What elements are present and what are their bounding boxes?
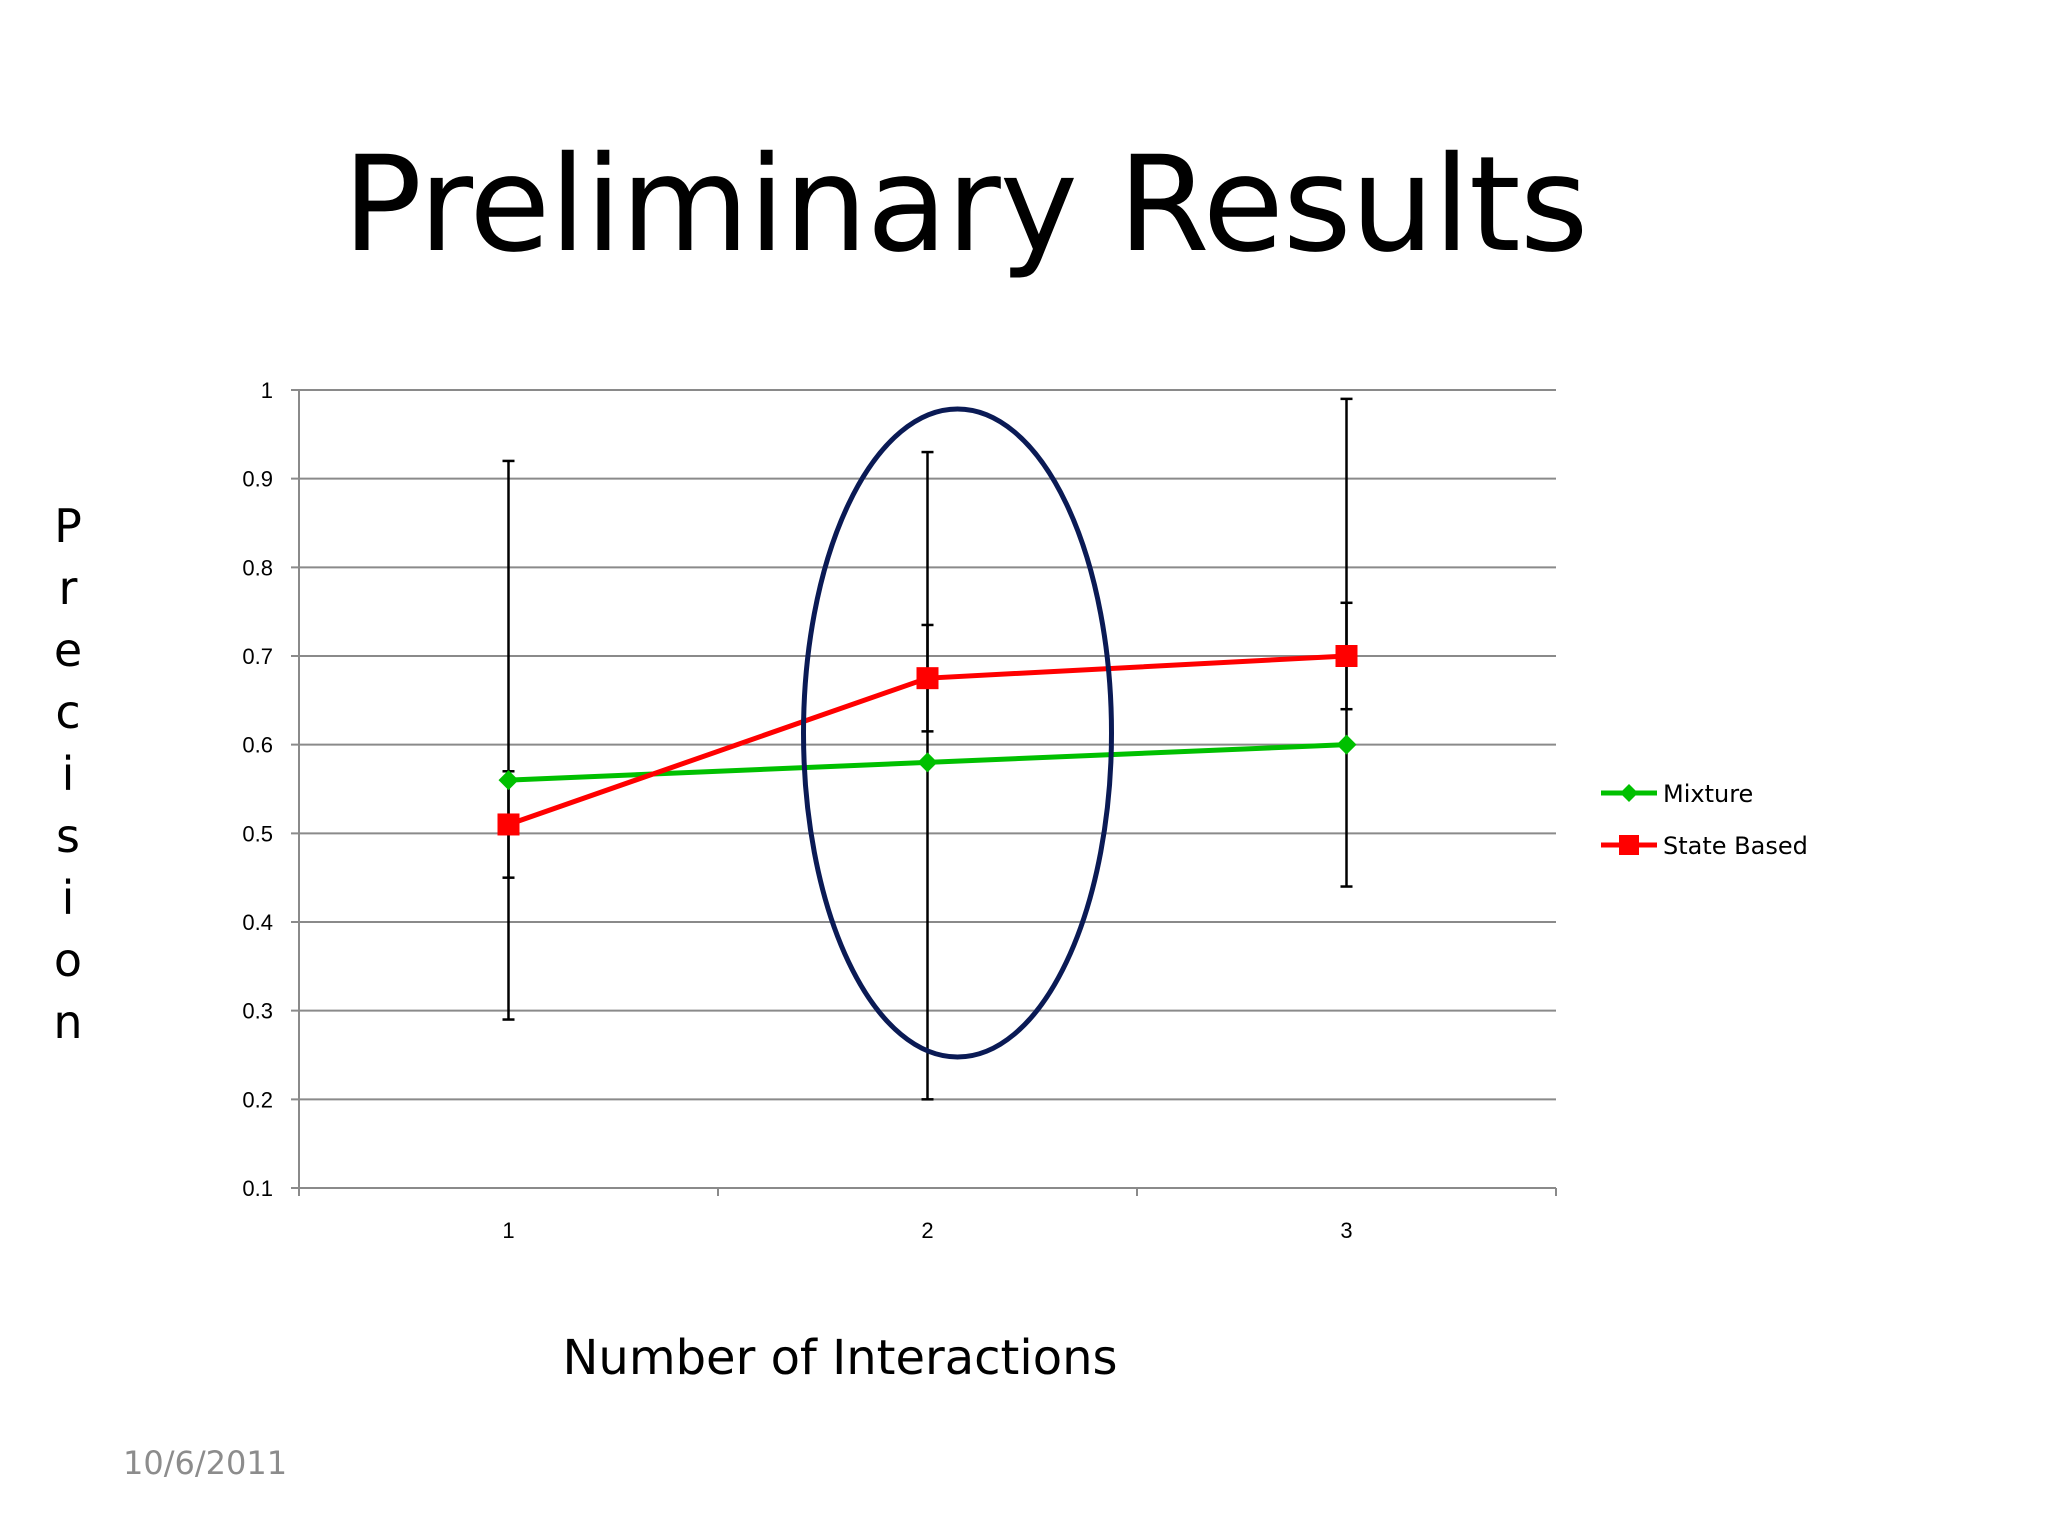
y-axis-label-letter: n <box>53 995 83 1049</box>
y-tick-label: 0.9 <box>242 467 273 492</box>
y-tick-label: 0.6 <box>242 733 273 758</box>
y-tick-label: 0.1 <box>242 1176 273 1201</box>
y-tick-label: 0.7 <box>242 644 273 669</box>
data-point <box>916 667 939 690</box>
y-axis-label-letter: o <box>53 933 83 987</box>
y-tick-label: 0.3 <box>242 999 273 1024</box>
slide-date: 10/6/2011 <box>123 1444 288 1482</box>
legend-label: Mixture <box>1663 780 1753 808</box>
data-point <box>1335 645 1358 667</box>
y-tick-label: 0.5 <box>242 821 273 846</box>
legend-marker <box>1620 784 1638 802</box>
y-axis-label-letter: P <box>54 499 82 553</box>
y-axis-label-letter: e <box>53 623 83 677</box>
x-tick-label: 2 <box>921 1218 933 1243</box>
y-axis-label-letter: i <box>61 871 75 925</box>
y-axis-label-letter: s <box>56 809 80 863</box>
y-tick-label: 1 <box>261 378 273 403</box>
y-tick-label: 0.2 <box>242 1087 273 1112</box>
y-axis-label-letter: r <box>58 561 78 615</box>
y-axis-label-letter: i <box>61 747 75 801</box>
x-tick-label: 3 <box>1340 1218 1352 1243</box>
data-point <box>498 770 519 791</box>
legend-label: State Based <box>1663 832 1808 860</box>
data-point <box>1336 734 1357 755</box>
data-point <box>497 813 520 836</box>
highlight-ellipse <box>801 406 1114 1060</box>
y-axis-label-letter: c <box>55 685 81 739</box>
y-tick-label: 0.4 <box>242 910 273 935</box>
data-point <box>917 752 938 773</box>
x-tick-label: 1 <box>502 1218 514 1243</box>
slide-title: Preliminary Results <box>342 128 1589 282</box>
y-tick-label: 0.8 <box>242 555 273 580</box>
legend-marker <box>1619 835 1639 855</box>
y-axis-label: P r e c i s i o n <box>48 495 88 1053</box>
x-axis-label: Number of Interactions <box>562 1330 1118 1386</box>
